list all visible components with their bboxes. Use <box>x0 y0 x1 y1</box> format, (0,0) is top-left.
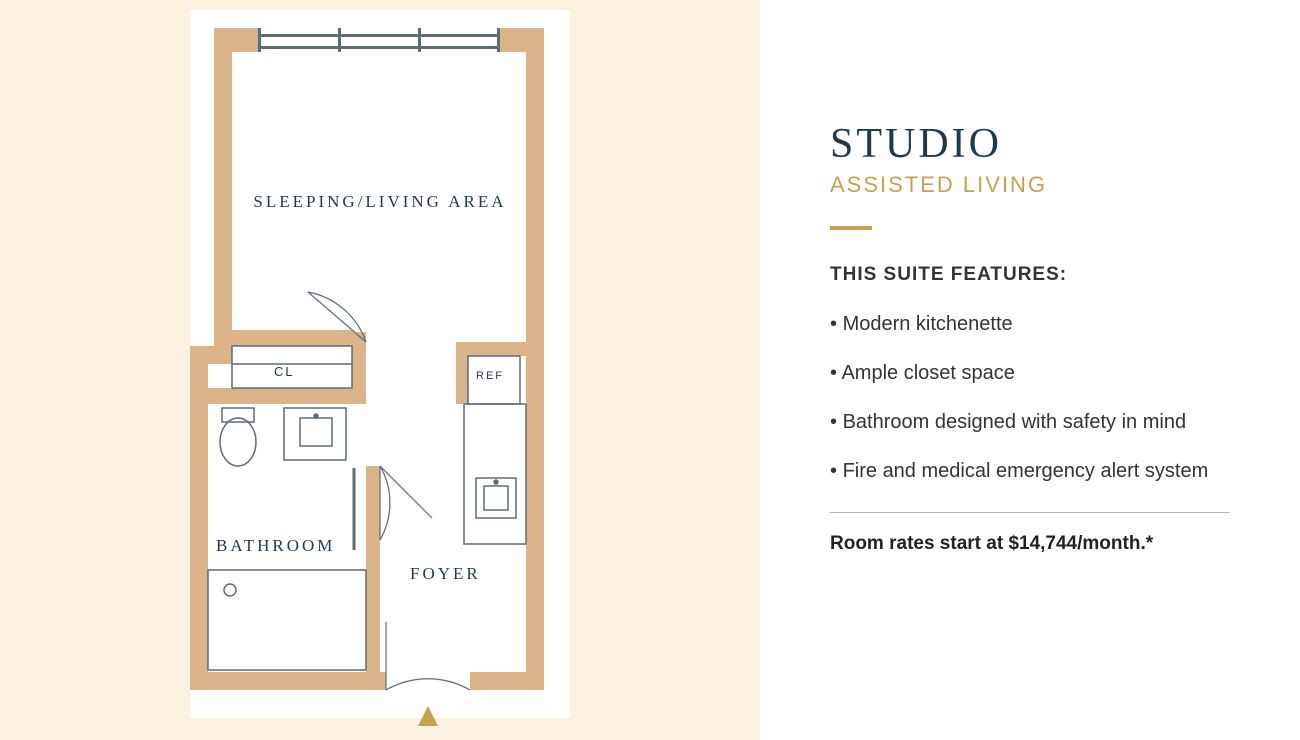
info-panel: STUDIO ASSISTED LIVING THIS SUITE FEATUR… <box>760 0 1300 740</box>
label-living: SLEEPING/LIVING AREA <box>250 192 510 212</box>
label-bathroom: BATHROOM <box>216 536 335 556</box>
rate-text: Room rates start at $14,744/month.* <box>830 533 1230 555</box>
suite-title: STUDIO <box>830 120 1230 168</box>
label-ref: REF <box>476 370 504 382</box>
list-item: Bathroom designed with safety in mind <box>830 408 1230 437</box>
list-item: Ample closet space <box>830 359 1230 388</box>
entry-arrow-icon <box>418 706 438 726</box>
label-closet: CL <box>274 364 295 379</box>
label-foyer: FOYER <box>410 564 481 584</box>
rate-divider <box>830 512 1230 513</box>
list-item: Modern kitchenette <box>830 310 1230 339</box>
floor-plan-svg <box>180 10 580 730</box>
floor-plan: SLEEPING/LIVING AREA CL REF BATHROOM FOY… <box>180 10 580 730</box>
features-heading: THIS SUITE FEATURES: <box>830 264 1230 286</box>
list-item: Fire and medical emergency alert system <box>830 457 1230 486</box>
floor-plan-panel: SLEEPING/LIVING AREA CL REF BATHROOM FOY… <box>0 0 760 740</box>
suite-subtitle: ASSISTED LIVING <box>830 172 1230 198</box>
features-list: Modern kitchenette Ample closet space Ba… <box>830 310 1230 486</box>
accent-divider <box>830 226 872 230</box>
